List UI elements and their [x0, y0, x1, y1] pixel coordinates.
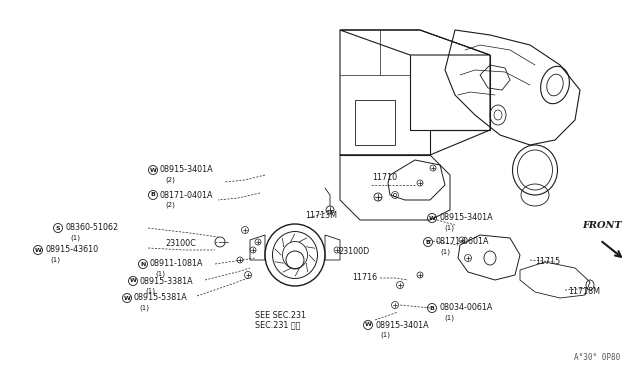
Text: W: W — [365, 323, 371, 327]
Text: 11715: 11715 — [535, 257, 560, 266]
Text: W: W — [124, 295, 131, 301]
Text: W: W — [150, 167, 156, 173]
Text: (1): (1) — [155, 271, 165, 277]
Text: B: B — [429, 305, 435, 311]
Text: 08915-3401A: 08915-3401A — [375, 321, 429, 330]
Text: 08911-1081A: 08911-1081A — [150, 260, 204, 269]
Text: 08915-3381A: 08915-3381A — [140, 276, 194, 285]
Text: 08171-0401A: 08171-0401A — [160, 190, 214, 199]
Text: SEC.231 参照: SEC.231 参照 — [255, 321, 300, 330]
Text: (1): (1) — [145, 288, 155, 294]
Text: 08360-51062: 08360-51062 — [65, 224, 118, 232]
Text: 08171-0601A: 08171-0601A — [435, 237, 488, 247]
Text: (2): (2) — [165, 177, 175, 183]
Text: (1): (1) — [444, 315, 454, 321]
Text: (1): (1) — [444, 225, 454, 231]
Text: SEE SEC.231: SEE SEC.231 — [255, 311, 306, 320]
Text: W: W — [429, 215, 435, 221]
Text: B: B — [150, 192, 156, 198]
Text: W: W — [129, 279, 136, 283]
Text: (1): (1) — [70, 235, 80, 241]
Text: 23100C: 23100C — [165, 240, 196, 248]
Text: W: W — [35, 247, 42, 253]
Text: 08034-0061A: 08034-0061A — [439, 304, 492, 312]
Text: (1): (1) — [380, 332, 390, 338]
Text: N: N — [140, 262, 146, 266]
Text: 23100D: 23100D — [338, 247, 369, 257]
Text: (1): (1) — [50, 257, 60, 263]
Text: 11718M: 11718M — [568, 288, 600, 296]
Text: 11713M: 11713M — [305, 211, 337, 219]
Text: (1): (1) — [440, 249, 450, 255]
Text: 11716: 11716 — [352, 273, 377, 282]
Text: S: S — [56, 225, 60, 231]
Text: (1): (1) — [139, 305, 149, 311]
Text: 08915-5381A: 08915-5381A — [134, 294, 188, 302]
Text: FRONT: FRONT — [582, 221, 621, 230]
Text: 08915-3401A: 08915-3401A — [160, 166, 214, 174]
Text: B: B — [426, 240, 431, 244]
Text: 08915-43610: 08915-43610 — [45, 246, 98, 254]
Text: 08915-3401A: 08915-3401A — [439, 214, 493, 222]
Text: 11710: 11710 — [372, 173, 397, 183]
Text: (2): (2) — [165, 202, 175, 208]
Text: A°30° 0P80: A°30° 0P80 — [573, 353, 620, 362]
